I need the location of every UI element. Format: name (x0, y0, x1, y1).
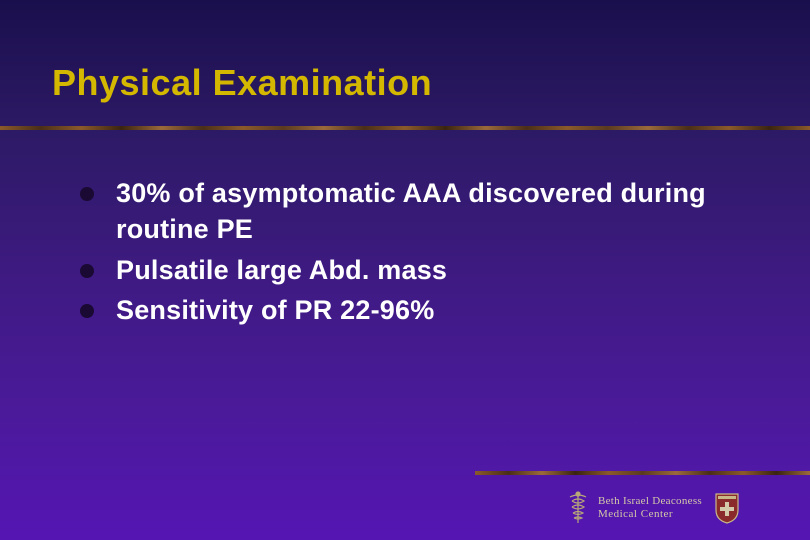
org-name-line2: Medical Center (598, 508, 702, 521)
bullet-dot-icon (80, 264, 94, 278)
org-logo-block: Beth Israel Deaconess Medical Center (566, 490, 702, 526)
org-name: Beth Israel Deaconess Medical Center (598, 495, 702, 520)
list-item: 30% of asymptomatic AAA discovered durin… (80, 175, 750, 248)
shield-icon (714, 492, 740, 524)
org-name-line1: Beth Israel Deaconess (598, 495, 702, 508)
list-item: Pulsatile large Abd. mass (80, 252, 750, 288)
footer-logos: Beth Israel Deaconess Medical Center (566, 490, 740, 526)
footer-underline (475, 471, 810, 475)
bullet-list: 30% of asymptomatic AAA discovered durin… (80, 175, 750, 333)
slide-title: Physical Examination (52, 62, 432, 104)
bullet-text: Sensitivity of PR 22-96% (116, 292, 434, 328)
bullet-dot-icon (80, 304, 94, 318)
bullet-text: 30% of asymptomatic AAA discovered durin… (116, 175, 750, 248)
caduceus-icon (566, 490, 590, 526)
bullet-dot-icon (80, 187, 94, 201)
bullet-text: Pulsatile large Abd. mass (116, 252, 447, 288)
list-item: Sensitivity of PR 22-96% (80, 292, 750, 328)
title-underline (0, 126, 810, 130)
